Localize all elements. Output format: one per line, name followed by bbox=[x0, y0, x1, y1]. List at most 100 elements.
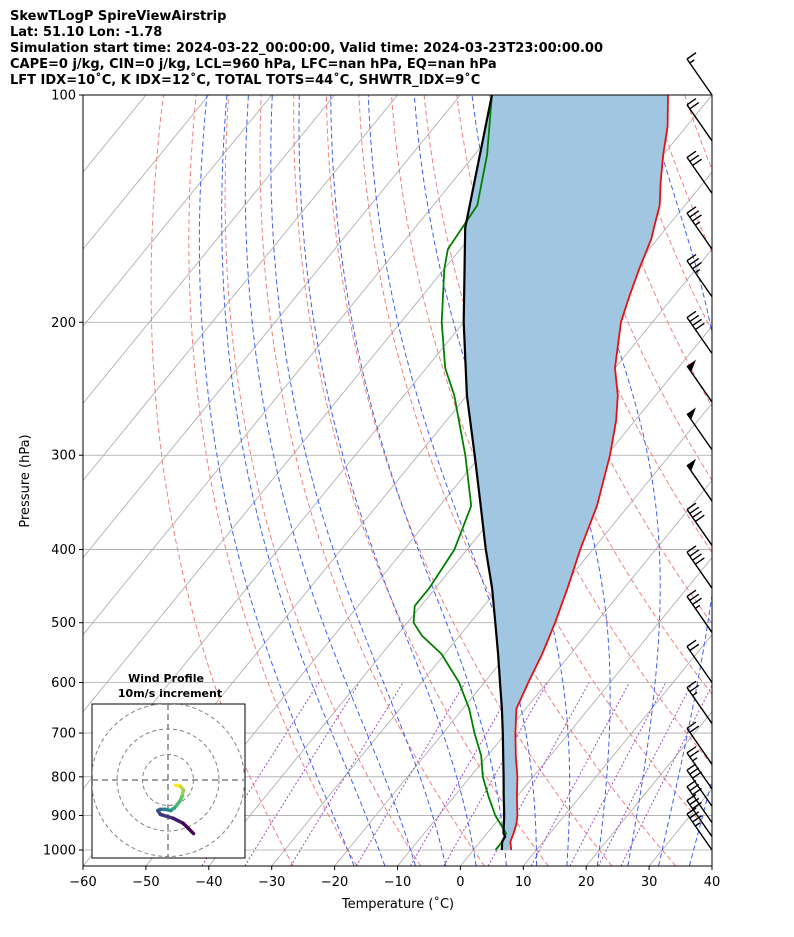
moist-adiabat bbox=[644, 95, 712, 866]
wind-barb bbox=[686, 807, 713, 851]
dry-adiabat bbox=[325, 95, 613, 866]
indices-line-2: LFT IDX=10˚C, K IDX=12˚C, TOTAL TOTS=44˚… bbox=[10, 73, 481, 88]
y-tick-label: 1000 bbox=[43, 844, 76, 859]
wind-barb bbox=[686, 763, 713, 807]
wind-barb bbox=[686, 98, 713, 142]
y-axis-label: Pressure (hPa) bbox=[18, 434, 33, 527]
hodograph-trace bbox=[181, 821, 196, 836]
mixing-ratio-line bbox=[620, 684, 712, 866]
x-tick-label: 40 bbox=[704, 875, 721, 890]
dry-adiabat bbox=[783, 95, 794, 866]
isotherm-10 bbox=[522, 634, 712, 866]
mixing-ratio-line bbox=[597, 682, 693, 866]
x-tick-label: −10 bbox=[384, 875, 411, 890]
profile-lines bbox=[412, 95, 669, 851]
isotherm--120 bbox=[83, 95, 335, 405]
isotherm-40 bbox=[711, 865, 712, 866]
hodograph-trace bbox=[171, 816, 186, 826]
moist-adiabat bbox=[545, 95, 661, 866]
x-tick-label: 0 bbox=[456, 875, 464, 890]
x-axis-label: Temperature (˚C) bbox=[341, 896, 454, 912]
x-tick-label: 10 bbox=[515, 875, 532, 890]
mixing-ratio-line bbox=[355, 682, 466, 866]
isotherm--110 bbox=[83, 95, 398, 482]
wind-barb bbox=[686, 52, 713, 96]
time-line: Simulation start time: 2024-03-22_00:00:… bbox=[10, 41, 603, 56]
dry-adiabat bbox=[684, 95, 712, 171]
y-tick-label: 400 bbox=[51, 543, 76, 558]
moist-adiabat bbox=[720, 95, 794, 866]
temperature-line bbox=[509, 95, 669, 851]
cape-cin-area bbox=[463, 95, 668, 850]
x-axis-ticks: −60 −50 −40 −30 −20 −10 0 10 20 30 40 bbox=[69, 866, 720, 890]
wind-barb bbox=[686, 253, 713, 298]
dry-adiabat bbox=[224, 95, 422, 866]
x-tick-label: −50 bbox=[132, 875, 159, 890]
isotherm-20 bbox=[585, 711, 712, 866]
y-tick-label: 100 bbox=[51, 89, 76, 104]
chart-header: SkewTLogP SpireViewAirstrip Lat: 51.10 L… bbox=[10, 9, 790, 89]
isotherm--20 bbox=[334, 402, 712, 866]
wind-barb bbox=[686, 639, 713, 683]
mixing-ratio-line bbox=[569, 682, 667, 866]
isotherm--130 bbox=[83, 95, 273, 327]
y-tick-label: 500 bbox=[51, 616, 76, 631]
moist-adiabat bbox=[270, 95, 447, 866]
y-tick-label: 200 bbox=[51, 316, 76, 331]
wind-barb bbox=[686, 793, 713, 838]
moist-adiabat bbox=[298, 95, 477, 866]
isotherm--140 bbox=[83, 95, 210, 250]
cape-cin-fill bbox=[463, 95, 668, 850]
moist-adiabat bbox=[688, 778, 712, 866]
isotherm--100 bbox=[83, 95, 461, 559]
dry-adiabat bbox=[188, 95, 358, 866]
hodograph-subtitle: 10m/s increment bbox=[118, 687, 222, 700]
wind-barb bbox=[686, 359, 713, 403]
wind-barb bbox=[686, 545, 713, 589]
wind-barb bbox=[686, 746, 713, 790]
wind-barb bbox=[686, 206, 713, 250]
y-tick-label: 600 bbox=[51, 676, 76, 691]
isotherm--90 bbox=[83, 95, 524, 636]
hodograph-title: Wind Profile bbox=[128, 672, 204, 685]
location-line: Lat: 51.10 Lon: -1.78 bbox=[10, 25, 163, 40]
dry-adiabat bbox=[521, 95, 712, 554]
parcel-line bbox=[462, 95, 507, 851]
dry-adiabat bbox=[717, 95, 794, 866]
mixing-ratio-line bbox=[487, 682, 590, 866]
dry-adiabat bbox=[259, 95, 485, 866]
x-tick-label: 20 bbox=[578, 875, 595, 890]
hodograph: Wind Profile 10m/s increment bbox=[91, 672, 246, 859]
mixing-ratio-line bbox=[409, 682, 517, 866]
mixing-ratio-line bbox=[530, 682, 630, 866]
x-tick-label: −20 bbox=[321, 875, 348, 890]
wind-barb bbox=[686, 502, 713, 546]
isotherm-30 bbox=[648, 788, 712, 866]
x-tick-label: −60 bbox=[69, 875, 96, 890]
y-tick-label: 900 bbox=[51, 809, 76, 824]
mixing-ratio-line bbox=[244, 682, 360, 866]
dry-adiabat bbox=[651, 95, 712, 254]
wind-barb bbox=[686, 458, 713, 502]
moist-adiabat bbox=[221, 95, 386, 866]
chart-title: SkewTLogP SpireViewAirstrip bbox=[10, 9, 227, 24]
wind-barbs bbox=[686, 52, 713, 851]
x-tick-label: 30 bbox=[641, 875, 658, 890]
indices-line-1: CAPE=0 j/kg, CIN=0 j/kg, LCL=960 hPa, LF… bbox=[10, 57, 497, 72]
y-tick-label: 300 bbox=[51, 449, 76, 464]
dry-adiabat bbox=[750, 95, 794, 866]
wind-barb bbox=[686, 721, 713, 765]
isotherm-0 bbox=[460, 556, 712, 866]
wind-barb bbox=[686, 310, 713, 354]
x-tick-label: −40 bbox=[195, 875, 222, 890]
isotherm--160 bbox=[83, 95, 84, 96]
y-axis-ticks: 100 200 300 400 500 600 700 800 900 1000 bbox=[43, 89, 83, 859]
moist-adiabat bbox=[330, 95, 507, 866]
wind-barb bbox=[686, 680, 713, 724]
wind-barb bbox=[686, 779, 713, 824]
mixing-ratio-line bbox=[290, 682, 404, 866]
dry-adiabat bbox=[150, 95, 294, 866]
y-tick-label: 800 bbox=[51, 770, 76, 785]
y-tick-label: 700 bbox=[51, 727, 76, 742]
